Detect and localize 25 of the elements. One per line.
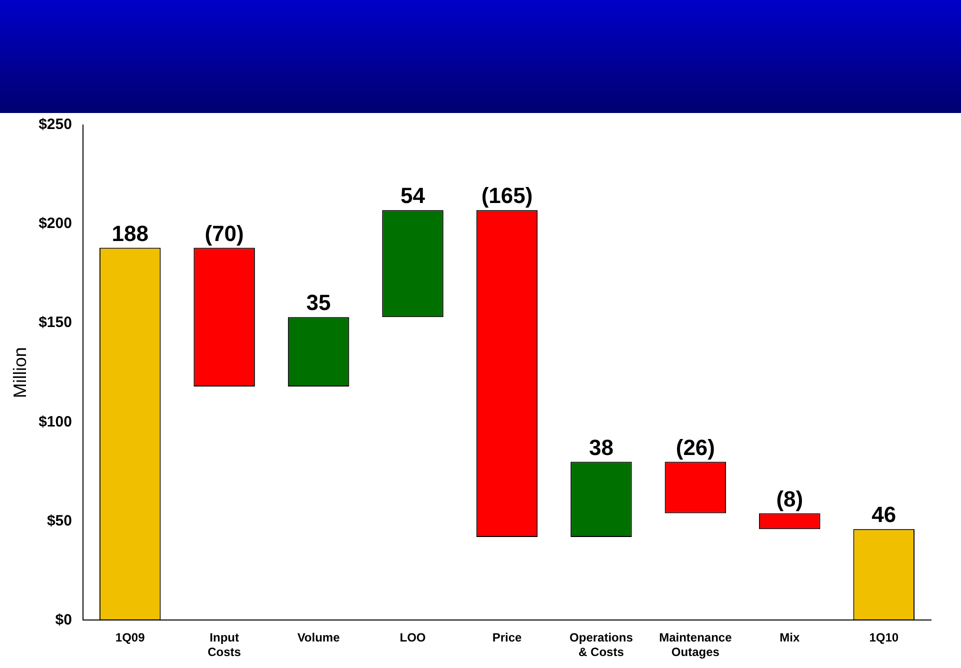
x-tick-label: Mix xyxy=(780,630,800,645)
data-label: (8) xyxy=(776,486,804,512)
data-label: 35 xyxy=(306,290,331,316)
y-tick-label: $150 xyxy=(38,314,72,332)
x-tick-label: Input Costs xyxy=(208,630,242,660)
data-label: 38 xyxy=(588,434,614,460)
y-tick-label: $50 xyxy=(46,512,72,530)
x-tick-label: Price xyxy=(492,630,522,645)
y-tick-label: $0 xyxy=(55,611,72,628)
data-label: (26) xyxy=(676,434,715,460)
data-label: (70) xyxy=(204,220,244,246)
data-label: (165) xyxy=(481,183,533,208)
x-tick-label: Operations & Costs xyxy=(570,630,634,660)
x-tick-label: LOO xyxy=(400,630,426,645)
y-axis-title: Million xyxy=(10,347,30,398)
data-label: 54 xyxy=(400,183,426,208)
y-tick-label: $250 xyxy=(38,116,72,134)
x-tick-label: Volume xyxy=(297,630,340,645)
y-tick-label: $100 xyxy=(38,413,72,430)
data-label: 46 xyxy=(872,502,896,528)
y-tick-label: $200 xyxy=(38,215,72,232)
x-tick-label: 1Q10 xyxy=(869,630,899,645)
x-tick-label: Maintenance Outages xyxy=(659,630,732,660)
x-tick-label: 1Q09 xyxy=(115,630,146,645)
data-label: 188 xyxy=(112,220,148,246)
